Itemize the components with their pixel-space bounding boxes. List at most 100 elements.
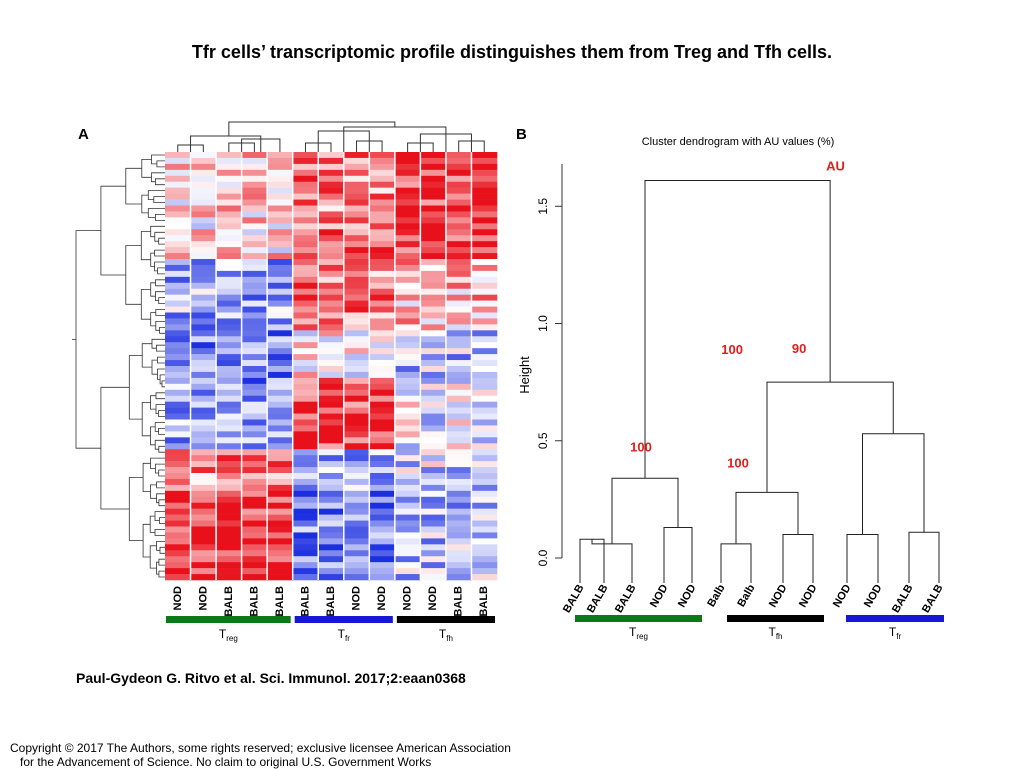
heatmap-cell [394, 235, 421, 242]
heatmap-column-label: NOD [402, 586, 414, 611]
heatmap-cell [369, 163, 396, 171]
heatmap-cell [471, 205, 498, 212]
heatmap-cell [369, 431, 396, 438]
heatmap-cell [241, 550, 268, 557]
heatmap-cell [369, 449, 396, 456]
heatmap-cell [292, 360, 319, 367]
heatmap-cell [190, 276, 217, 284]
heatmap-cell [216, 247, 242, 254]
heatmap-cell [369, 532, 396, 539]
heatmap-cell [267, 276, 293, 284]
dendrogram-link [591, 539, 633, 583]
heatmap-cell [241, 526, 268, 533]
heatmap-cell [190, 532, 217, 539]
heatmap-cell [216, 187, 242, 194]
heatmap-cell [292, 437, 319, 444]
heatmap-cell [445, 478, 472, 486]
heatmap-cell [216, 502, 242, 509]
heatmap-cell [445, 437, 472, 444]
row-dendrogram-link [141, 402, 151, 437]
heatmap-cell [241, 300, 268, 307]
heatmap-cell [343, 199, 370, 206]
heatmap-cell [343, 217, 370, 224]
heatmap-cell [216, 532, 242, 539]
heatmap-cell [369, 318, 396, 325]
heatmap-cell [165, 532, 191, 539]
row-dendrogram-link [150, 457, 165, 469]
heatmap-cell [241, 157, 268, 165]
copyright-line-1: Copyright © 2017 The Authors, some right… [10, 741, 511, 755]
heatmap-cell [369, 425, 396, 432]
heatmap-cell [343, 348, 370, 355]
heatmap-cell [190, 538, 217, 545]
heatmap-cell [318, 241, 345, 248]
heatmap-cell [165, 508, 191, 515]
dendrogram-link [782, 534, 814, 583]
heatmap-cell [292, 520, 319, 527]
heatmap-cell [267, 193, 293, 200]
heatmap-cell [394, 383, 421, 391]
heatmap-group-bars: Treg Tfr Tfh [166, 616, 495, 643]
heatmap-cell [165, 360, 191, 367]
heatmap-cell [420, 455, 447, 462]
heatmap-cell [165, 425, 191, 432]
heatmap-cell [241, 437, 268, 444]
heatmap-cell [343, 247, 370, 254]
heatmap-cell [394, 461, 421, 468]
heatmap-cell [267, 478, 293, 486]
heatmap-cell [471, 437, 498, 444]
heatmap-cell [241, 193, 268, 200]
heatmap-cell [343, 241, 370, 248]
heatmap-cell [445, 550, 472, 557]
heatmap-cell [190, 348, 217, 355]
heatmap-cell [267, 157, 293, 165]
heatmap-cell [394, 342, 421, 349]
heatmap-cell [216, 490, 242, 498]
heatmap-cell [267, 342, 293, 349]
heatmap-cell [471, 568, 498, 575]
dendrogram-group-label: Tfr [889, 625, 902, 641]
heatmap-cell [343, 342, 370, 349]
heatmap-cell [369, 264, 396, 272]
heatmap-cell [216, 330, 242, 337]
heatmap-cell [216, 217, 242, 224]
row-dendrogram-link [128, 477, 144, 541]
dendrogram-title: Cluster dendrogram with AU values (%) [642, 136, 835, 148]
heatmap-cell [369, 306, 396, 313]
heatmap-cell [241, 455, 268, 462]
heatmap-cell [318, 443, 345, 450]
heatmap-cell [241, 211, 268, 218]
heatmap-cell [165, 562, 191, 569]
heatmap-cell [267, 568, 293, 575]
heatmap-cell [267, 514, 293, 521]
heatmap-cell [343, 288, 370, 295]
heatmap-cell [445, 229, 472, 236]
heatmap-cell [241, 461, 268, 468]
heatmap-cell [420, 473, 447, 480]
row-dendrogram-link [161, 380, 165, 388]
heatmap-cell [394, 223, 421, 230]
heatmap-cell [292, 193, 319, 200]
heatmap-cell [445, 473, 472, 480]
heatmap-cell [343, 193, 370, 200]
heatmap-cell [318, 407, 345, 414]
heatmap-cell [420, 550, 447, 557]
heatmap-cell [267, 288, 293, 295]
heatmap-cell [318, 484, 345, 492]
heatmap-cell [241, 175, 268, 183]
heatmap-cell [165, 324, 191, 331]
heatmap-cell [394, 574, 421, 581]
heatmap-cell [445, 152, 472, 159]
heatmap-cell [318, 270, 345, 278]
row-dendrogram-link [157, 356, 165, 364]
heatmap-cell [318, 401, 345, 408]
heatmap-cell [267, 383, 293, 391]
heatmap-cell [292, 401, 319, 408]
heatmap-cell [318, 336, 345, 343]
heatmap-group-bar [166, 616, 291, 623]
heatmap-cell [318, 342, 345, 349]
heatmap-cell [420, 496, 447, 504]
heatmap-cell [267, 508, 293, 515]
heatmap-cell [445, 294, 472, 301]
heatmap-cell [445, 366, 472, 373]
